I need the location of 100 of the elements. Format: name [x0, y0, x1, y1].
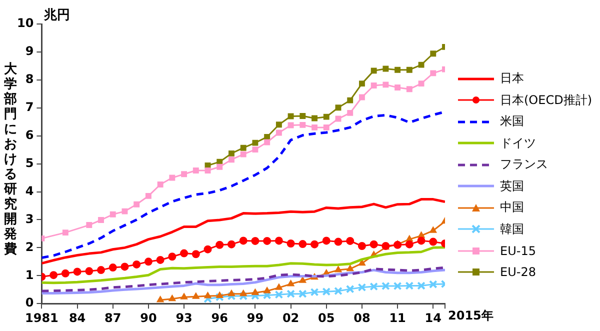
- point: [418, 62, 424, 68]
- point: [264, 139, 270, 146]
- x-tick-label: 96: [211, 310, 228, 325]
- point: [252, 146, 258, 153]
- point: [228, 290, 236, 296]
- legend-label: 米国: [500, 113, 524, 130]
- point: [228, 150, 234, 156]
- point: [417, 282, 426, 290]
- y-tick-label: 10: [16, 16, 34, 30]
- point: [264, 134, 270, 140]
- point: [358, 283, 366, 292]
- x-tick-label: 11: [389, 310, 406, 325]
- point: [240, 151, 246, 158]
- point: [288, 122, 294, 128]
- y-tick-label: 4: [25, 184, 34, 198]
- point: [276, 122, 282, 128]
- y-tick-label: 8: [25, 72, 34, 86]
- x-tick-label: 87: [104, 310, 122, 325]
- point: [335, 104, 342, 111]
- point: [406, 66, 412, 73]
- point: [85, 267, 94, 276]
- y-tick-label: 1: [25, 268, 34, 282]
- text: 兆円: [44, 7, 70, 24]
- point: [287, 280, 294, 286]
- point: [204, 292, 212, 298]
- point: [61, 269, 70, 278]
- point: [192, 250, 200, 258]
- y-tick-label: 2: [25, 240, 34, 254]
- legend-label: フランス: [500, 156, 548, 174]
- point: [50, 271, 58, 280]
- point: [98, 217, 104, 223]
- point: [275, 284, 282, 290]
- x-tick-label: 93: [176, 310, 192, 325]
- point: [204, 168, 211, 174]
- point: [204, 245, 212, 254]
- point: [430, 50, 436, 57]
- point: [300, 122, 306, 128]
- x-tick-label: 90: [140, 310, 157, 325]
- point: [216, 292, 224, 298]
- point: [120, 262, 129, 271]
- point: [108, 264, 117, 272]
- point: [394, 84, 401, 90]
- point: [215, 292, 224, 302]
- point: [347, 110, 354, 116]
- point: [406, 86, 412, 92]
- point: [216, 240, 224, 249]
- point: [181, 171, 188, 178]
- point: [310, 240, 319, 248]
- point: [405, 240, 414, 248]
- y-tick-label: 9: [25, 44, 34, 58]
- y-tick-label: 3: [25, 212, 34, 226]
- point: [334, 238, 342, 246]
- point: [322, 236, 330, 245]
- point: [418, 80, 424, 87]
- point: [382, 282, 390, 290]
- point: [300, 113, 306, 119]
- point: [382, 82, 389, 88]
- point: [430, 70, 436, 76]
- point: [168, 252, 176, 261]
- x-tick-label: 1981: [24, 310, 58, 325]
- legend-label: 中国: [500, 199, 524, 216]
- y-tick-label: 5: [25, 156, 34, 170]
- text: 大学部門における研究開発費: [4, 62, 17, 257]
- point: [144, 258, 152, 266]
- point: [180, 293, 188, 300]
- point: [263, 236, 272, 245]
- point: [240, 144, 246, 151]
- x-tick-label: 08: [354, 310, 370, 325]
- point: [228, 156, 234, 163]
- point: [192, 292, 200, 299]
- point: [110, 211, 116, 218]
- point: [204, 294, 212, 304]
- point: [145, 192, 152, 199]
- point: [334, 266, 342, 272]
- x-tick-label: 05: [318, 310, 335, 325]
- point: [239, 292, 248, 300]
- point: [346, 264, 354, 272]
- legend-label: 英国: [500, 178, 524, 195]
- point: [216, 164, 223, 170]
- point: [168, 294, 176, 302]
- point: [252, 140, 258, 146]
- point: [286, 290, 295, 298]
- point: [288, 113, 294, 120]
- point: [251, 292, 260, 300]
- point: [430, 226, 437, 233]
- point: [394, 66, 401, 73]
- legend-label: EU-15: [500, 244, 536, 258]
- legend-label: 日本(OECD推計): [500, 92, 592, 109]
- point: [312, 115, 318, 122]
- point: [122, 208, 128, 214]
- point: [370, 240, 378, 248]
- point: [134, 201, 140, 208]
- point: [286, 239, 295, 248]
- point: [156, 296, 164, 302]
- point: [428, 280, 438, 288]
- legend-label: EU-28: [500, 265, 536, 280]
- point: [429, 238, 438, 246]
- point: [299, 276, 306, 283]
- legend-label: 日本: [500, 70, 524, 88]
- point: [298, 290, 307, 298]
